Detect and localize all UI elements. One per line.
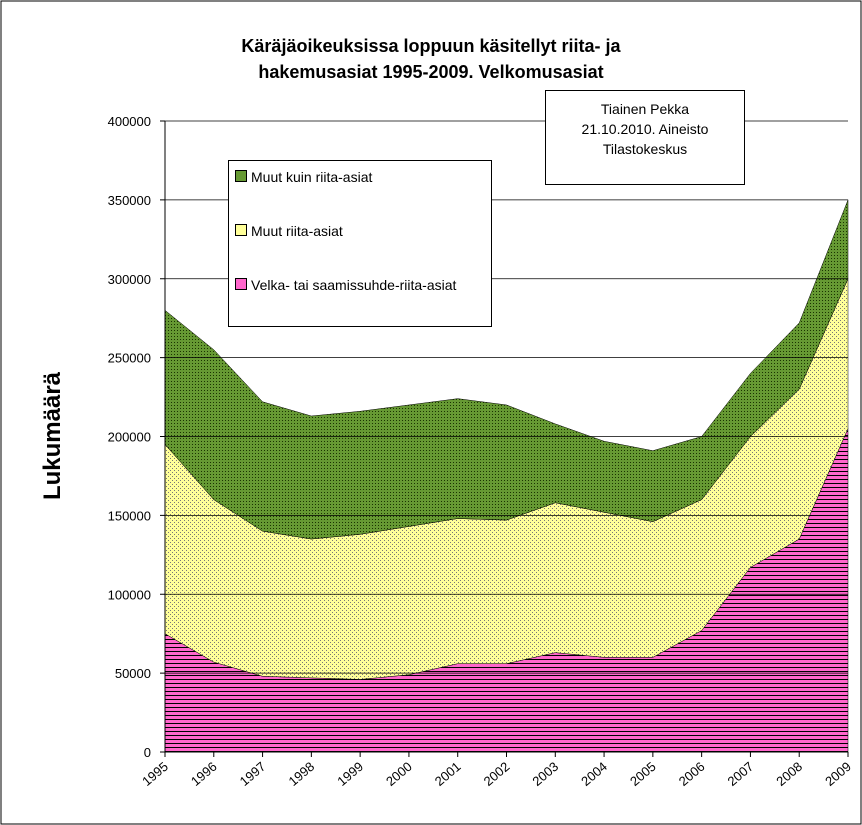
x-tick-label: 1997	[237, 759, 269, 789]
y-tick-label: 350000	[108, 193, 151, 208]
x-tick-label: 2009	[822, 759, 854, 789]
y-tick-label: 400000	[108, 114, 151, 129]
x-tick-label: 2001	[432, 759, 464, 789]
annotation-box: Tiainen Pekka 21.10.2010. Aineisto Tilas…	[545, 90, 745, 185]
legend-swatch	[235, 170, 247, 182]
x-tick-label: 1995	[139, 759, 171, 789]
legend-label: Muut riita-asiat	[251, 223, 343, 239]
x-tick-label: 1996	[188, 759, 220, 789]
legend-swatch	[235, 278, 247, 290]
x-tick-label: 2006	[676, 759, 708, 789]
x-tick-label: 2000	[383, 759, 415, 789]
legend-entry: Muut kuin riita-asiat	[235, 169, 485, 186]
y-tick-label: 150000	[108, 508, 151, 523]
y-tick-label: 0	[144, 745, 151, 760]
legend-entry: Velka- tai saamissuhde-riita-asiat	[235, 277, 485, 294]
legend-swatch	[235, 224, 247, 236]
x-tick-label: 2003	[529, 759, 561, 789]
legend-label: Velka- tai saamissuhde-riita-asiat	[251, 277, 457, 293]
x-tick-label: 2005	[627, 759, 659, 789]
y-tick-label: 200000	[108, 430, 151, 445]
y-tick-label: 250000	[108, 351, 151, 366]
legend-entry: Muut riita-asiat	[235, 223, 485, 240]
legend-label: Muut kuin riita-asiat	[251, 169, 373, 185]
title-line: Käräjäoikeuksissa loppuun käsitellyt rii…	[241, 36, 621, 56]
title-line: hakemusasiat 1995-2009. Velkomusasiat	[258, 62, 604, 82]
x-tick-label: 2007	[725, 759, 757, 789]
x-tick-label: 1998	[285, 759, 317, 789]
y-axis-label: Lukumäärä	[39, 371, 66, 500]
x-tick-label: 2004	[578, 759, 610, 789]
y-tick-label: 300000	[108, 272, 151, 287]
annotation-line: Tiainen Pekka	[600, 101, 690, 117]
x-tick-label: 1999	[334, 759, 366, 789]
annotation-line: 21.10.2010. Aineisto	[581, 121, 709, 137]
legend: Muut kuin riita-asiat Muut riita-asiat Vel…	[228, 160, 492, 327]
y-tick-label: 50000	[115, 666, 151, 681]
x-tick-label: 2002	[481, 759, 513, 789]
x-tick-label: 2008	[773, 759, 805, 789]
annotation-line: Tilastokeskus	[602, 141, 688, 157]
y-tick-label: 100000	[108, 587, 151, 602]
